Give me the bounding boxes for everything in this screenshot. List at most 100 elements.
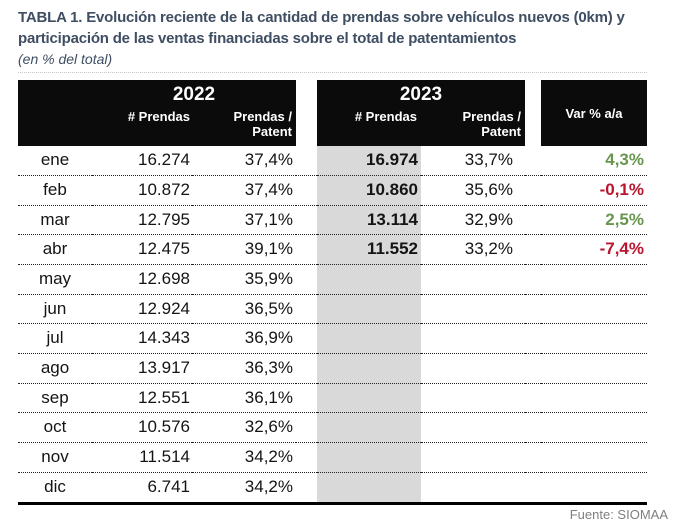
month-cell: nov	[18, 443, 92, 473]
prendas-patent-2023-cell	[421, 413, 525, 443]
month-cell: sep	[18, 384, 92, 414]
prendas-2022-cell: 16.274	[92, 146, 192, 177]
prendas-2022-cell: 6.741	[147, 476, 190, 496]
column-gap	[525, 176, 541, 206]
prendas-patent-2022-cell: 37,4%	[192, 176, 296, 206]
header-prendas-patent-2023: Prendas / Patent	[462, 109, 521, 140]
prendas-2022-cell: 11.514	[92, 443, 192, 473]
month-cell: abr	[18, 235, 92, 266]
prendas-patent-2022-cell: 36,1%	[192, 384, 296, 414]
prendas-2022-cell: 12.924	[92, 295, 192, 325]
var-cell	[541, 384, 647, 414]
column-gap	[525, 384, 541, 414]
column-gap	[525, 206, 541, 236]
prendas-patent-2023-cell	[421, 384, 525, 414]
var-cell: -0,1%	[541, 176, 647, 206]
var-cell	[541, 265, 647, 295]
header-gap	[296, 80, 317, 147]
table-row: nov 11.514 34,2%	[18, 442, 647, 473]
column-gap	[296, 295, 317, 325]
prendas-2023-cell	[317, 472, 421, 503]
column-gap	[296, 235, 317, 266]
table-row: ene 16.274 37,4% 16.974 33,7% 4,3%	[18, 146, 647, 177]
table-row: dic 6.741 34,2%	[18, 472, 647, 503]
column-gap	[296, 473, 317, 503]
var-cell	[541, 295, 647, 325]
column-gap	[296, 413, 317, 443]
column-gap	[525, 295, 541, 325]
table-row: mar 12.795 37,1% 13.114 32,9% 2,5%	[18, 205, 647, 236]
column-gap	[525, 443, 541, 473]
prendas-2022-cell: 10.576	[92, 413, 192, 443]
prendas-patent-2023-cell	[421, 473, 525, 503]
prendas-patent-2023-cell	[421, 354, 525, 384]
column-gap	[525, 265, 541, 295]
header-gap	[525, 80, 541, 147]
var-cell: 2,5%	[541, 206, 647, 236]
table-subtitle: (en % del total)	[18, 50, 113, 67]
header-prendas-patent-2022: Prendas / Patent	[233, 109, 292, 140]
prendas-2023-cell	[317, 383, 421, 414]
var-cell	[541, 324, 647, 354]
month-cell: oct	[18, 413, 92, 443]
column-gap	[525, 413, 541, 443]
column-gap	[296, 146, 317, 177]
month-cell: jun	[18, 295, 92, 325]
prendas-patent-2022-cell: 36,9%	[192, 324, 296, 354]
prendas-2023-cell: 13.114	[317, 205, 421, 236]
column-gap	[296, 265, 317, 295]
prendas-patent-2022-cell: 34,2%	[244, 476, 293, 496]
prendas-2022-cell: 12.475	[92, 235, 192, 266]
prendas-patent-2023-cell	[421, 265, 525, 295]
month-column-header-empty	[18, 109, 92, 139]
var-cell	[541, 443, 647, 473]
prendas-patent-2023-cell	[421, 443, 525, 473]
column-gap	[296, 176, 317, 206]
prendas-2022-cell: 13.917	[92, 354, 192, 384]
month-cell: mar	[18, 206, 92, 236]
prendas-2022-cell: 10.872	[92, 176, 192, 206]
prendas-2023-cell	[317, 413, 421, 443]
column-gap	[296, 206, 317, 236]
header-prendas-2022: # Prendas	[127, 109, 190, 125]
prendas-patent-2023-cell: 35,6%	[421, 176, 525, 206]
year-2022-label: 2022	[172, 84, 216, 106]
column-gap	[296, 354, 317, 384]
table-row: feb 10.872 37,4% 10.860 35,6% -0,1%	[18, 176, 647, 206]
column-gap	[525, 473, 541, 503]
column-gap	[296, 384, 317, 414]
prendas-patent-2022-cell: 37,4%	[192, 146, 296, 177]
table-row: jun 12.924 36,5%	[18, 294, 647, 325]
prendas-patent-2023-cell: 33,2%	[421, 235, 525, 266]
prendas-patent-2022-cell: 35,9%	[192, 265, 296, 295]
prendas-2023-cell	[317, 324, 421, 354]
prendas-patent-2023-cell	[421, 324, 525, 354]
var-cell	[541, 354, 647, 384]
table-header: 2022 # Prendas Prendas / Patent 2023 # P…	[18, 80, 647, 147]
var-cell	[541, 473, 647, 503]
month-cell: ene	[18, 146, 92, 177]
prendas-2022-cell: 12.551	[92, 384, 192, 414]
prendas-2023-cell	[317, 294, 421, 325]
prendas-patent-2022-cell: 37,1%	[192, 206, 296, 236]
header-var-aa: Var % a/a	[541, 80, 647, 147]
prendas-2022-cell: 12.698	[92, 265, 192, 295]
month-cell: dic	[44, 476, 66, 496]
table-top-rule	[18, 72, 647, 80]
column-gap	[525, 354, 541, 384]
table-row: ago 13.917 36,3%	[18, 353, 647, 384]
column-gap	[525, 324, 541, 354]
table-row: may 12.698 35,9%	[18, 265, 647, 295]
column-gap	[296, 324, 317, 354]
table-row: abr 12.475 39,1% 11.552 33,2% -7,4%	[18, 235, 647, 266]
prendas-patent-2022-cell: 32,6%	[192, 413, 296, 443]
month-cell: ago	[18, 354, 92, 384]
prendas-patent-2022-cell: 36,3%	[192, 354, 296, 384]
prendas-2023-cell	[317, 265, 421, 295]
prendas-2023-cell	[317, 442, 421, 473]
year-2023-label: 2023	[399, 84, 443, 106]
prendas-2023-cell	[317, 353, 421, 384]
column-gap	[296, 443, 317, 473]
month-cell: jul	[18, 324, 92, 354]
